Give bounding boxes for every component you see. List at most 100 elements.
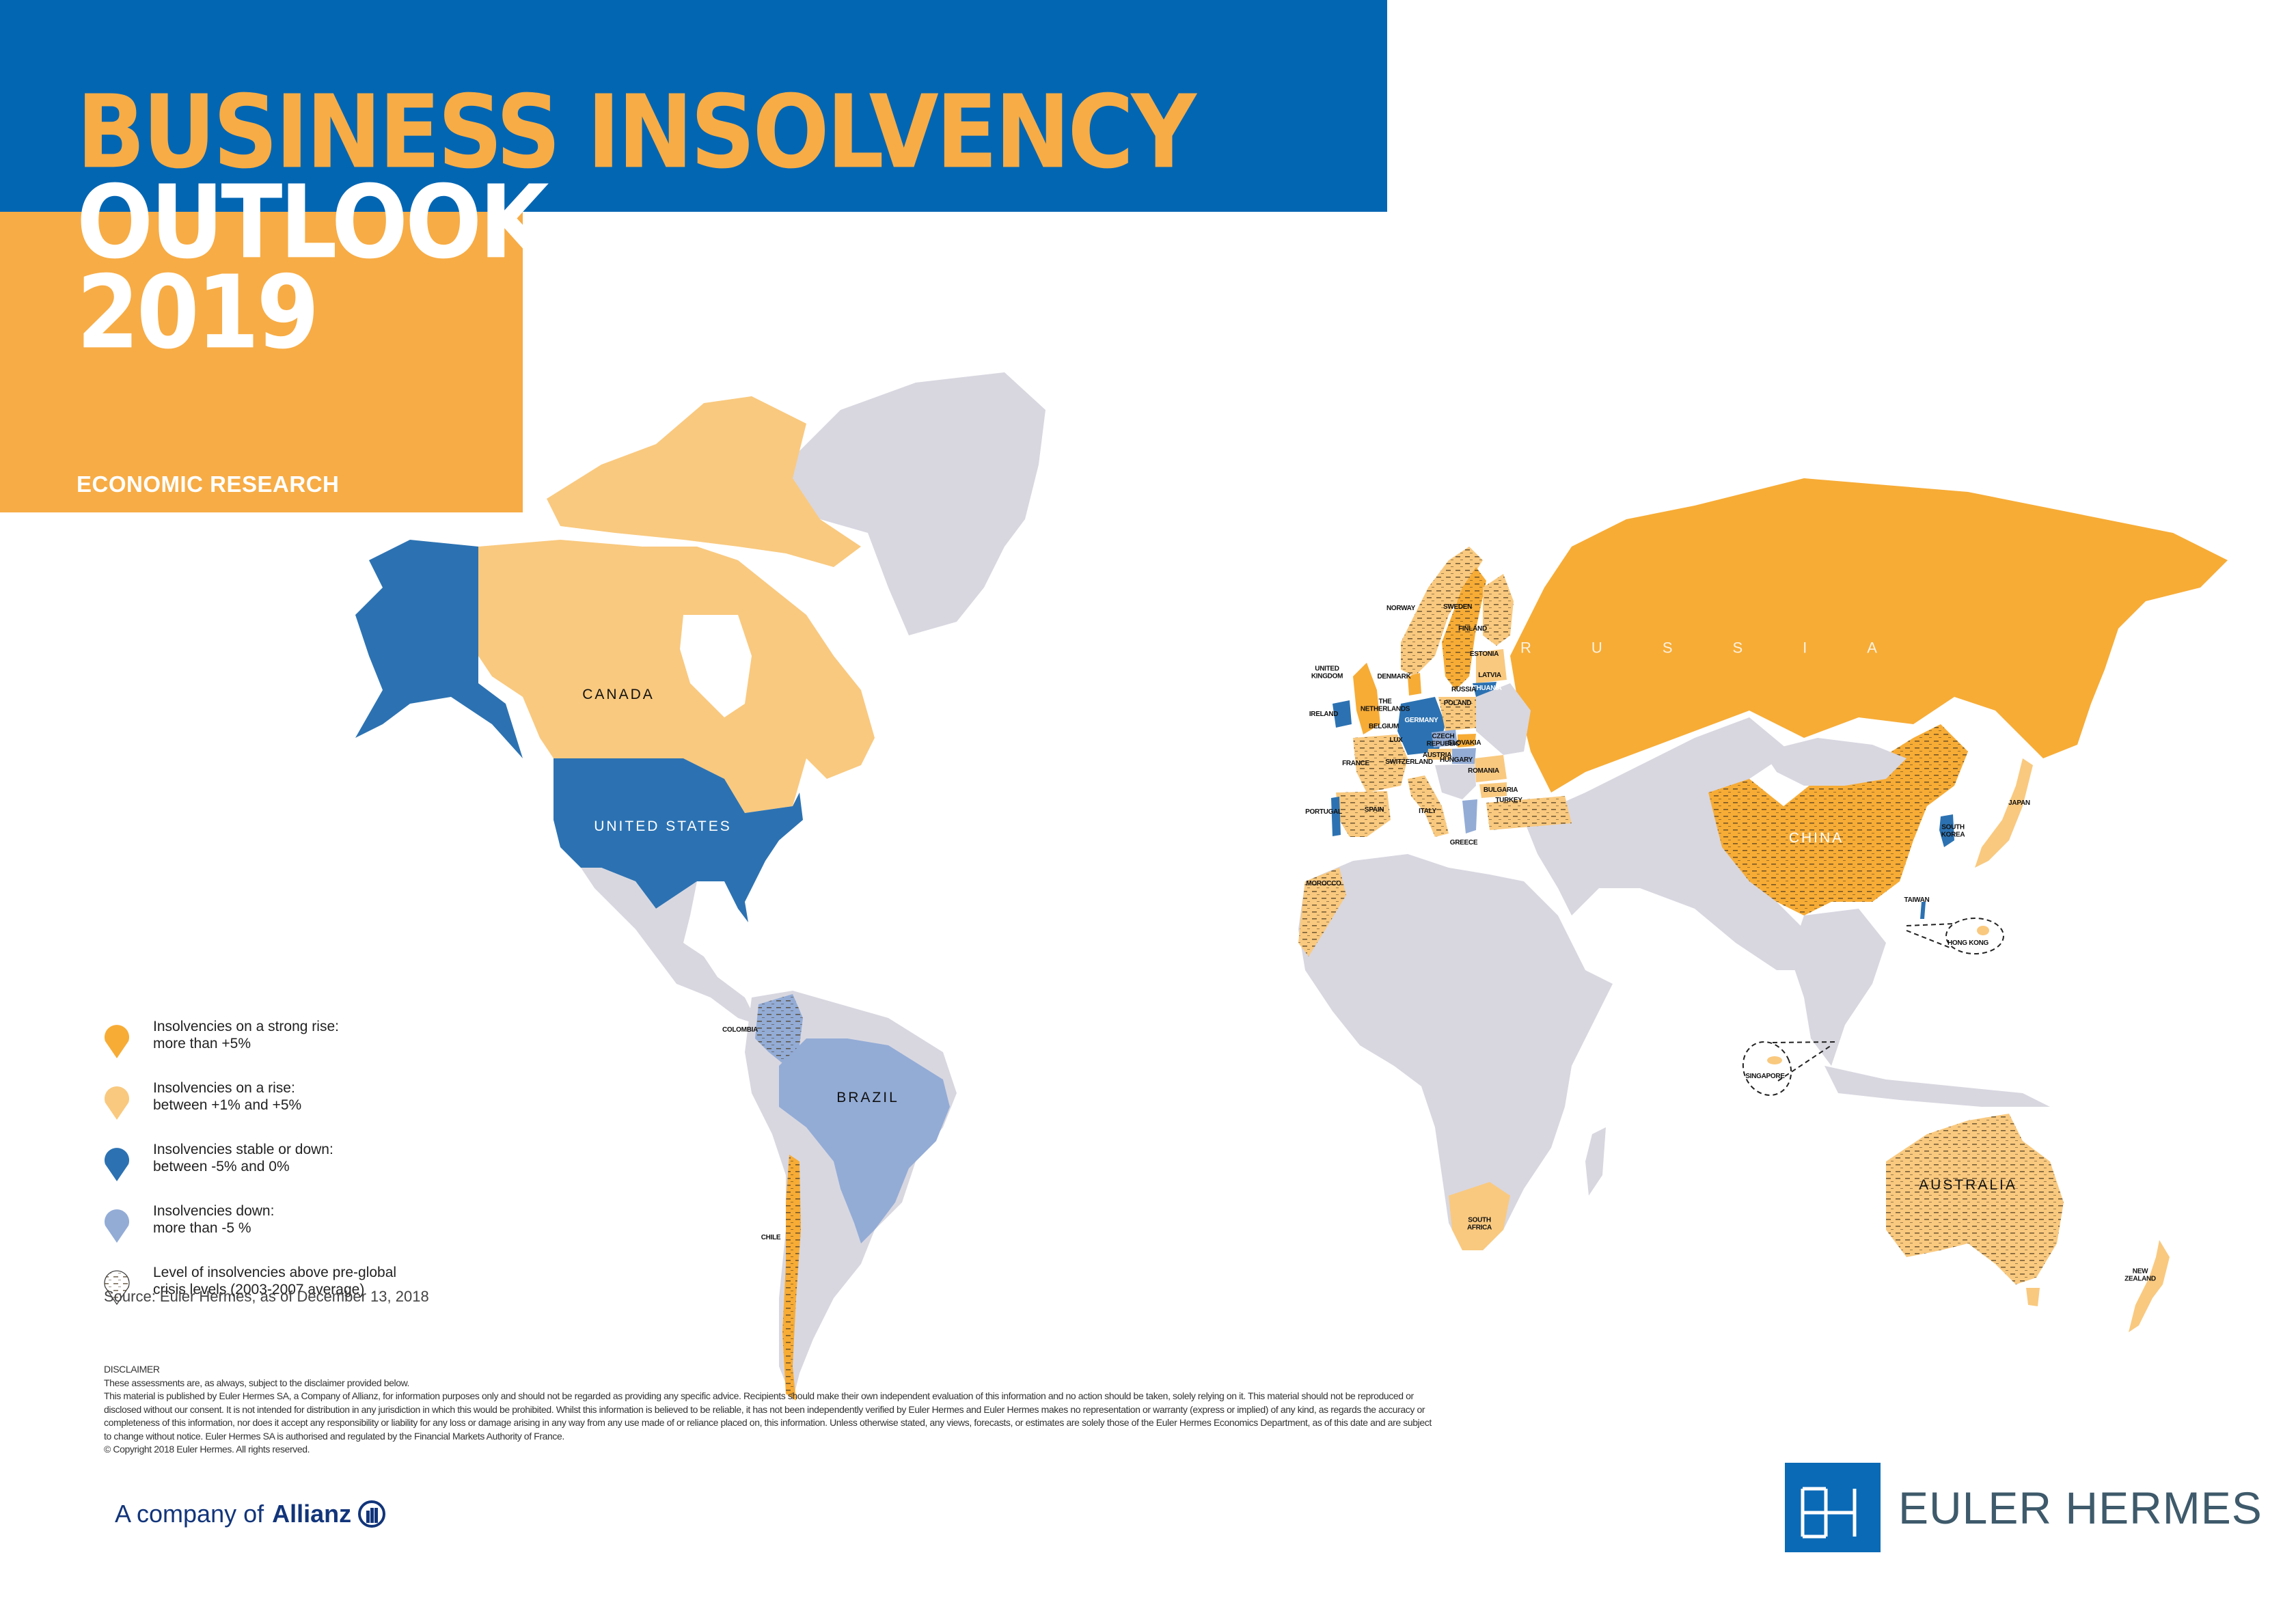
russia [1510, 478, 2228, 793]
country-label: SOUTH AFRICA [1467, 1216, 1492, 1231]
country-label: SOUTH KOREA [1941, 823, 1965, 838]
taiwan [1920, 902, 1926, 919]
uk [1353, 663, 1380, 734]
country-label: MOROCCO [1306, 879, 1341, 887]
country-label: NORWAY [1386, 604, 1416, 612]
country-label: HONG KONG [1947, 939, 1989, 947]
country-label: GREECE [1449, 838, 1478, 847]
header-banner [0, 0, 1387, 212]
singapore-callout [1742, 1041, 1792, 1096]
allianz-logo-icon [358, 1500, 386, 1528]
title-year: 2019 [77, 253, 319, 372]
brazil [779, 1038, 950, 1243]
disclaimer: DISCLAIMER These assessments are, as alw… [104, 1363, 1594, 1457]
disclaimer-heading: DISCLAIMER [104, 1364, 160, 1375]
canada [478, 540, 875, 813]
country-label: SWITZERLAND [1385, 758, 1433, 766]
austria [1427, 749, 1452, 760]
pin-down-icon [105, 1209, 129, 1243]
country-label: CHINA [1788, 829, 1844, 846]
country-label: BELGIUM [1368, 722, 1399, 730]
country-label: TURKEY [1495, 796, 1522, 804]
south-korea [1939, 814, 1954, 847]
country-label: CANADA [582, 686, 655, 702]
mexico-central-america [581, 868, 758, 1025]
romania [1475, 755, 1507, 782]
southeast-asia [1790, 909, 1886, 1066]
pin-stable-down-icon [105, 1148, 129, 1181]
africa [1298, 854, 1613, 1250]
country-label: CZECH REPUBLIC [1426, 732, 1460, 747]
eh-monogram-icon [1785, 1463, 1881, 1552]
hudson-bay [680, 615, 752, 717]
mongolia [1763, 738, 1906, 786]
country-label: CHILE [761, 1233, 781, 1241]
denmark [1408, 673, 1421, 696]
tasmania [2026, 1288, 2040, 1306]
madagascar [1585, 1127, 1606, 1196]
ireland [1332, 700, 1352, 728]
greece [1462, 799, 1477, 834]
legend: Insolvencies on a strong rise: more than … [102, 1018, 396, 1325]
country-label: SLOVAKIA [1447, 739, 1481, 747]
country-label: UNITED KINGDOM [1311, 665, 1343, 680]
pin-hatched-icon [104, 1270, 130, 1305]
country-label: FINLAND [1458, 624, 1487, 633]
hong-kong-callout [1945, 918, 2004, 954]
country-label: ROMANIA [1468, 767, 1499, 775]
allianz-name: Allianz [272, 1500, 352, 1528]
country-label: ITALY [1419, 807, 1436, 815]
indonesia [1824, 1066, 2050, 1107]
south-africa [1449, 1182, 1510, 1250]
country-label: DENMARK [1377, 672, 1411, 680]
source-note: Source: Euler Hermes, as of December 13,… [104, 1288, 429, 1305]
title-line-2: OUTLOOK [77, 163, 549, 282]
country-label: TAIWAN [1904, 896, 1930, 904]
country-label: RUSSIA [1520, 639, 1937, 657]
new-zealand [2129, 1240, 2170, 1332]
country-label: AUSTRALIA [1919, 1176, 2017, 1193]
country-label: SPAIN [1364, 806, 1384, 814]
country-label: FRANCE [1342, 759, 1369, 767]
country-label: ESTONIA [1469, 650, 1499, 658]
eastern-europe [1476, 683, 1531, 755]
country-label: LUX [1389, 736, 1403, 744]
country-label: RUSSIA [1451, 685, 1476, 693]
usa [554, 758, 803, 922]
country-label: JAPAN [2008, 799, 2030, 807]
country-label: NEW ZEALAND [2124, 1267, 2156, 1282]
legend-item-down: Insolvencies down: more than -5 % [102, 1202, 396, 1249]
portugal [1331, 797, 1341, 836]
country-label: POLAND [1443, 699, 1472, 707]
slovakia [1458, 734, 1476, 747]
country-label: IRELAND [1309, 710, 1339, 718]
canada-arctic [547, 396, 861, 567]
brand-name: EULER HERMES [1898, 1482, 2263, 1533]
greenland [772, 372, 1046, 635]
alaska [355, 540, 523, 758]
japan [1975, 758, 2033, 868]
euler-hermes-logo: EULER HERMES [1785, 1463, 2263, 1552]
country-label: BULGARIA [1483, 786, 1518, 794]
legend-item-rise: Insolvencies on a rise: between +1% and +… [102, 1079, 396, 1126]
balkans [1435, 764, 1476, 799]
country-label: LITHUANIA [1466, 684, 1502, 692]
country-label: PORTUGAL [1305, 808, 1342, 816]
subtitle-economic-research: ECONOMIC RESEARCH [77, 471, 340, 497]
hungary [1452, 748, 1476, 764]
country-label: SINGAPORE [1745, 1072, 1785, 1080]
country-label: SWEDEN [1443, 603, 1473, 611]
pin-strong-rise-icon [105, 1025, 129, 1058]
title-line-1: BUSINESS INSOLVENCY [77, 73, 1197, 192]
legend-item-stable-down: Insolvencies stable or down: between -5% … [102, 1141, 396, 1187]
baltics [1476, 649, 1507, 683]
czech [1432, 730, 1458, 747]
legend-item-hatched: Level of insolvencies above pre-global cr… [102, 1264, 396, 1310]
allianz-signature: A company of Allianz [115, 1500, 386, 1528]
country-label: UNITED STATES [594, 818, 732, 834]
country-label: GERMANY [1404, 716, 1438, 724]
bulgaria [1479, 782, 1507, 798]
country-label: LATVIA [1478, 671, 1501, 679]
header-orange-box [0, 212, 523, 512]
